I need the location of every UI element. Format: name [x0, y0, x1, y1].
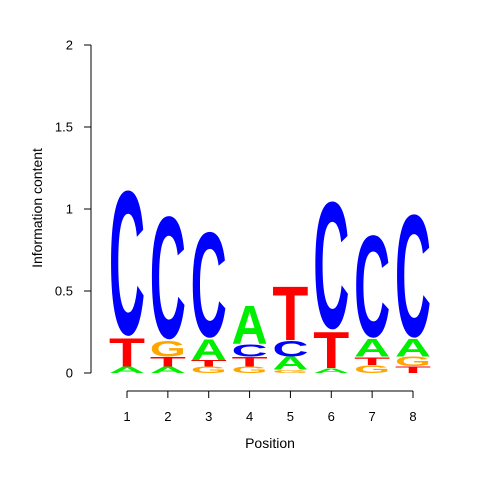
- logo-letter-C: C: [354, 205, 390, 367]
- x-axis-title: Position: [245, 435, 295, 451]
- logo-letter-T: T: [109, 329, 145, 375]
- logo-letter-G: G: [191, 365, 227, 375]
- logo-letter-G: G: [272, 369, 308, 374]
- logo-letter-A: A: [354, 334, 390, 362]
- logo-letter-T: T: [232, 354, 268, 369]
- logo-letter-T: T: [272, 270, 308, 357]
- logo-letter-T: T: [354, 355, 390, 368]
- logo-letter-A: A: [313, 367, 349, 375]
- logo-letter-T: T: [191, 358, 227, 368]
- logo-letter-C: C: [150, 181, 186, 375]
- y-axis: 0 0.5 1 1.5 2: [55, 38, 92, 381]
- logo-letter-A: A: [232, 295, 268, 356]
- x-axis: 1 2 3 4 5 6 7 8: [123, 390, 417, 424]
- y-tick-label: 2: [66, 38, 73, 53]
- logo-letter-A: A: [109, 365, 145, 375]
- logo-letter-G: G: [354, 363, 390, 375]
- logo-letter-A: A: [191, 333, 227, 366]
- x-tick-label: 2: [164, 409, 171, 424]
- logo-letter-A: A: [272, 353, 308, 373]
- logo-letter-A: A: [395, 334, 431, 362]
- y-axis-title: Information content: [29, 148, 45, 268]
- y-tick-label: 0: [66, 366, 73, 381]
- x-tick-label: 3: [205, 409, 212, 424]
- logo-letter-C: C: [191, 201, 227, 369]
- y-tick-label: 1.5: [55, 120, 73, 135]
- logo-letter-T: T: [150, 354, 186, 369]
- logo-letter-T: T: [395, 365, 431, 375]
- y-tick-label: 0.5: [55, 284, 73, 299]
- logo-letter-C: C: [109, 148, 145, 378]
- x-tick-label: 4: [246, 409, 253, 424]
- logo-column: ATC: [109, 148, 145, 378]
- x-tick-label: 5: [287, 409, 294, 424]
- logo-letter-C: C: [395, 180, 431, 374]
- x-tick-label: 1: [123, 409, 130, 424]
- logo-letter-C: C: [272, 337, 308, 362]
- logo-letter-G: G: [232, 365, 268, 375]
- x-tick-label: 8: [409, 409, 416, 424]
- logo-letter-C: C: [313, 165, 349, 367]
- logo-letter-G: G: [150, 336, 186, 361]
- y-tick-label: 1: [66, 202, 73, 217]
- logo-column: ATC: [313, 165, 349, 379]
- logo-letter-G: G: [395, 354, 431, 369]
- logo-letter-C: C: [232, 340, 268, 360]
- x-tick-label: 7: [369, 409, 376, 424]
- logo-letter-T: T: [313, 321, 349, 379]
- logo-letter-A: A: [150, 365, 186, 375]
- x-tick-label: 6: [328, 409, 335, 424]
